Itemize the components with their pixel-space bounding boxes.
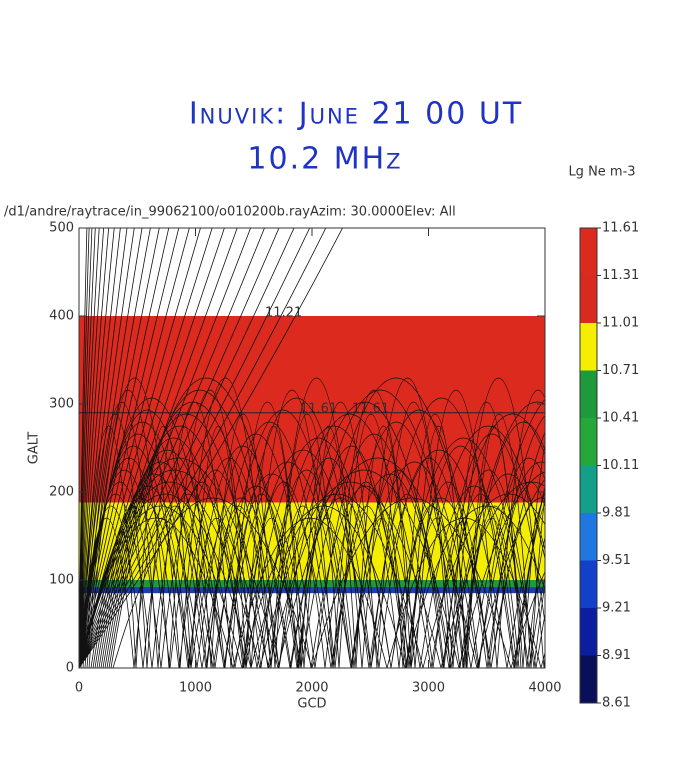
chart-title: Inuvik: June 21 00 UT xyxy=(189,97,523,132)
colorbar-segment xyxy=(580,275,597,323)
colorbar-tick-label: 9.51 xyxy=(602,553,631,568)
colorbar-segment xyxy=(580,655,597,703)
colorbar-tick-label: 10.41 xyxy=(602,411,639,426)
colorbar-tick-label: 10.11 xyxy=(602,458,639,473)
y-tick-label: 200 xyxy=(49,485,74,500)
x-tick-label: 0 xyxy=(75,681,83,696)
x-tick-label: 3000 xyxy=(412,681,445,696)
colorbar-tick-label: 8.61 xyxy=(602,696,631,711)
density-band xyxy=(79,587,545,594)
colorbar-segment xyxy=(580,560,597,608)
colorbar-label: Lg Ne m-3 xyxy=(568,165,635,180)
x-tick-label: 1000 xyxy=(179,681,212,696)
contour-label: 10.91 xyxy=(310,217,347,232)
contour-label: 11.61 xyxy=(352,402,389,417)
colorbar-segment xyxy=(580,228,597,276)
colorbar-tick-label: 9.21 xyxy=(602,601,631,616)
colorbar-tick-label: 9.81 xyxy=(602,506,631,521)
colorbar-tick-label: 8.91 xyxy=(602,648,631,663)
y-tick-label: 0 xyxy=(66,661,74,676)
colorbar-segment xyxy=(580,418,597,466)
y-tick-label: 100 xyxy=(49,573,74,588)
y-tick-label: 400 xyxy=(49,309,74,324)
y-tick-label: 500 xyxy=(49,221,74,236)
chart-subtitle: 10.2 MHz xyxy=(247,142,402,177)
colorbar-tick-label: 10.71 xyxy=(602,363,639,378)
ray-path xyxy=(79,228,545,668)
plot-area: 11.61 11.61 11.21 10.91 xyxy=(79,217,545,668)
colorbar-segment xyxy=(580,323,597,371)
contour-label: 11.61 xyxy=(300,402,337,417)
y-axis-label: GALT xyxy=(27,432,42,464)
y-tick-label: 300 xyxy=(49,397,74,412)
x-tick-label: 2000 xyxy=(295,681,328,696)
colorbar-tick-label: 11.31 xyxy=(602,268,639,283)
file-label: /d1/andre/raytrace/in_99062100/o010200b.… xyxy=(4,205,456,220)
colorbar-segment xyxy=(580,465,597,513)
colorbar-tick-label: 11.61 xyxy=(602,221,639,236)
x-axis-label: GCD xyxy=(297,697,326,712)
contour-label: 11.21 xyxy=(265,306,302,321)
colorbar-segment xyxy=(580,513,597,561)
density-band xyxy=(79,580,545,588)
colorbar-segment xyxy=(580,370,597,418)
x-tick-label: 4000 xyxy=(528,681,561,696)
colorbar-tick-label: 11.01 xyxy=(602,316,639,331)
colorbar-segment xyxy=(580,608,597,656)
